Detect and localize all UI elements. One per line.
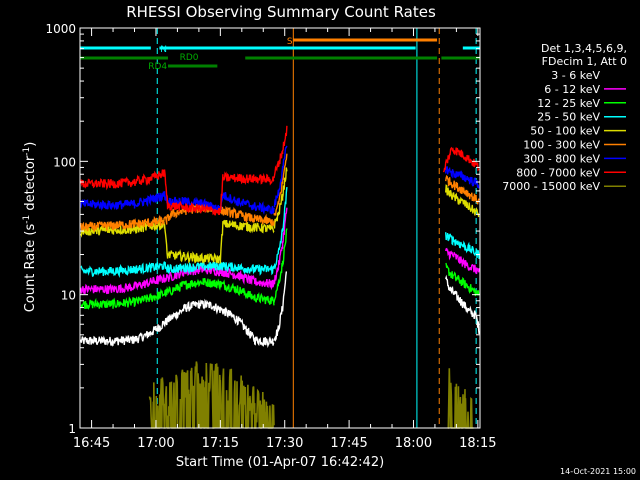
series-100-300-kev-segment-2: [445, 174, 480, 205]
y-tick-label: 100: [53, 155, 76, 169]
legend-title-line-2: FDecim 1, Att 0: [542, 55, 627, 68]
series-7000-15000-kev-segment-0: [148, 361, 275, 429]
legend-label-6-12-kev: 6 - 12 keV: [544, 83, 600, 96]
series-12-25-kev-segment-1: [273, 207, 288, 285]
axes: 1 10 100 1000 16:45 17:00 17:15 17:30 17:45 18:00…: [45, 22, 496, 451]
flag-layer: N S RD0 RD4: [80, 37, 480, 72]
series-50-100-kev-segment-0: [80, 219, 275, 265]
series-300-800-kev-segment-0: [80, 191, 275, 215]
x-axis-label: Start Time (01-Apr-07 16:42:42): [176, 455, 384, 470]
legend-title-line-1: Det 1,3,4,5,6,9,: [541, 42, 627, 55]
series-50-100-kev-segment-2: [445, 184, 480, 218]
series-3-6-kev: [80, 271, 480, 349]
series-50-100-kev-segment-1: [273, 167, 288, 229]
x-tick-label: 18:15: [459, 436, 496, 451]
x-tick-label: 17:00: [137, 436, 174, 451]
y-tick-label: 1: [68, 422, 76, 436]
series-800-7000-kev-segment-1: [273, 125, 288, 179]
series-25-50-kev: [80, 187, 480, 279]
y-axis-label: Count Rate (s-1 detector-1): [22, 142, 38, 313]
series-3-6-kev-segment-1: [273, 271, 288, 342]
series-300-800-kev: [80, 145, 480, 215]
series-3-6-kev-segment-2: [445, 274, 480, 335]
series-layer: [80, 125, 480, 429]
series-7000-15000-kev-segment-1: [447, 368, 474, 429]
series-50-100-kev: [80, 167, 480, 265]
series-12-25-kev-segment-2: [445, 247, 480, 275]
x-tick-label: 18:00: [395, 436, 432, 451]
x-tick-label: 17:45: [330, 436, 367, 451]
series-6-12-kev-segment-2: [445, 262, 480, 297]
legend: Det 1,3,4,5,6,9, FDecim 1, Att 0 3 - 6 k…: [502, 42, 627, 193]
series-7000-15000-kev: [148, 361, 474, 429]
plot-frame: [79, 27, 481, 429]
series-800-7000-kev-segment-2: [442, 146, 480, 173]
series-300-800-kev-segment-1: [273, 145, 288, 208]
legend-label-7000-15000-kev: 7000 - 15000 keV: [502, 180, 600, 193]
plot-area: [156, 28, 477, 428]
legend-label-300-800-kev: 300 - 800 keV: [523, 152, 600, 165]
series-100-300-kev-segment-1: [273, 153, 288, 216]
flag-label-rd0: RD0: [180, 53, 199, 63]
flag-label-s: S: [287, 37, 293, 47]
series-800-7000-kev-segment-0: [80, 169, 275, 216]
legend-label-3-6-kev: 3 - 6 keV: [551, 69, 600, 82]
legend-label-100-300-kev: 100 - 300 keV: [523, 139, 600, 152]
y-tick-label: 1000: [45, 22, 76, 36]
x-tick-label: 17:15: [202, 436, 239, 451]
chart-title: RHESSI Observing Summary Count Rates: [126, 3, 436, 21]
x-tick-label: 17:30: [266, 436, 303, 451]
y-tick-label: 10: [61, 289, 76, 303]
series-100-300-kev: [80, 153, 480, 232]
series-800-7000-kev: [80, 125, 480, 216]
legend-label-12-25-kev: 12 - 25 keV: [537, 97, 600, 110]
legend-label-25-50-kev: 25 - 50 keV: [537, 111, 600, 124]
series-300-800-kev-segment-2: [445, 166, 480, 189]
series-25-50-kev-segment-0: [80, 261, 275, 279]
legend-label-50-100-kev: 50 - 100 keV: [530, 125, 600, 138]
flag-label-rd4: RD4: [148, 62, 167, 72]
series-3-6-kev-segment-0: [80, 298, 275, 349]
x-tick-label: 16:45: [73, 436, 110, 451]
series-6-12-kev-segment-0: [80, 277, 275, 310]
series-25-50-kev-segment-2: [445, 232, 480, 259]
series-6-12-kev-segment-1: [273, 228, 288, 303]
flag-label-n: N: [160, 45, 167, 55]
series-100-300-kev-segment-0: [80, 203, 275, 232]
series-25-50-kev-segment-1: [273, 187, 288, 271]
series-6-12-kev: [80, 228, 480, 310]
footer-timestamp: 14-Oct-2021 15:00: [560, 467, 636, 476]
legend-label-800-7000-kev: 800 - 7000 keV: [516, 166, 600, 179]
